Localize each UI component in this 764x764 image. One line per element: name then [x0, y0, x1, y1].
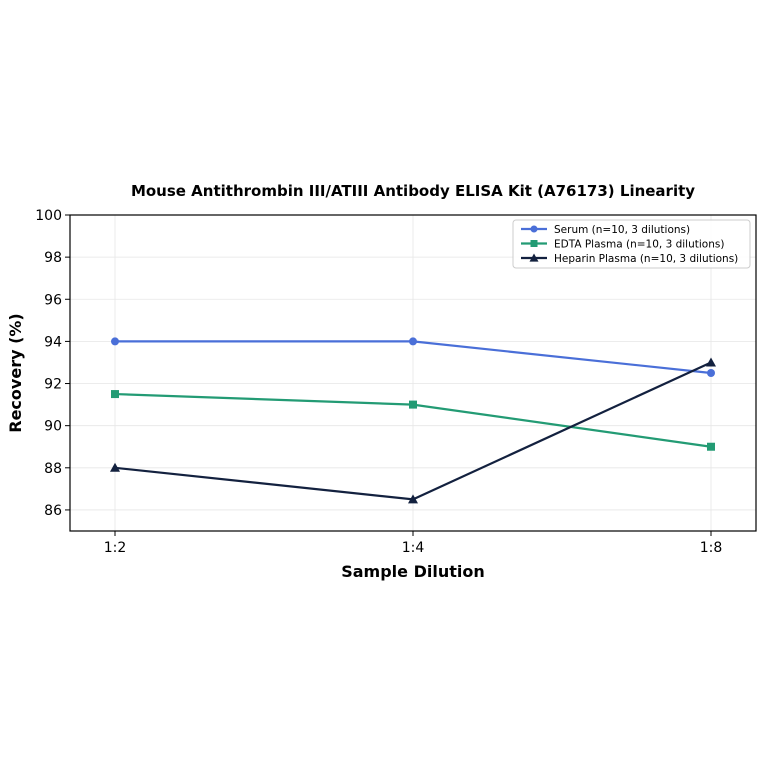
data-point-triangle	[529, 253, 539, 262]
data-point-triangle	[408, 494, 418, 504]
y-tick-label: 94	[44, 334, 62, 350]
y-tick-label: 92	[44, 377, 62, 393]
legend-label: Heparin Plasma (n=10, 3 dilutions)	[554, 253, 738, 265]
y-tick-label: 100	[35, 208, 62, 224]
data-point-square	[530, 240, 538, 247]
data-point-circle	[409, 337, 417, 346]
legend: Serum (n=10, 3 dilutions) EDTA Plasma (n=…	[512, 219, 751, 269]
y-tick-label: 96	[44, 292, 62, 308]
y-tick-label: 88	[44, 461, 62, 477]
data-point-square	[111, 390, 119, 399]
data-point-triangle	[110, 462, 120, 472]
y-tick-label: 90	[44, 419, 62, 435]
data-point-circle	[111, 337, 119, 346]
series-2	[111, 390, 715, 451]
legend-label: Serum (n=10, 3 dilutions)	[554, 224, 690, 236]
x-tick-label: 1:8	[700, 540, 723, 556]
x-axis-label: Sample Dilution	[341, 562, 485, 581]
x-tick-label: 1:2	[104, 540, 127, 556]
legend-item: Serum (n=10, 3 dilutions)	[521, 224, 690, 236]
data-point-square	[409, 400, 417, 409]
data-point-triangle	[706, 357, 716, 367]
y-tick-label: 98	[44, 250, 62, 266]
y-tick-label: 86	[44, 503, 62, 519]
x-tick-label: 1:4	[402, 540, 425, 556]
y-axis-label: Recovery (%)	[6, 313, 25, 432]
legend-box	[512, 219, 751, 269]
series-layer	[110, 337, 716, 504]
axis-ticks: 86 88 90 92 94 96 98 100 1:2 1:4 1:8	[35, 208, 722, 556]
legend-label: EDTA Plasma (n=10, 3 dilutions)	[554, 239, 724, 251]
data-point-square	[707, 442, 715, 451]
data-point-circle	[707, 369, 715, 377]
series-3	[110, 357, 716, 504]
series-1	[111, 337, 715, 377]
legend-item: EDTA Plasma (n=10, 3 dilutions)	[521, 239, 724, 251]
legend-item: Heparin Plasma (n=10, 3 dilutions)	[521, 253, 738, 265]
chart-title: Mouse Antithrombin III/ATIII Antibody EL…	[131, 182, 695, 200]
data-point-circle	[530, 225, 538, 233]
